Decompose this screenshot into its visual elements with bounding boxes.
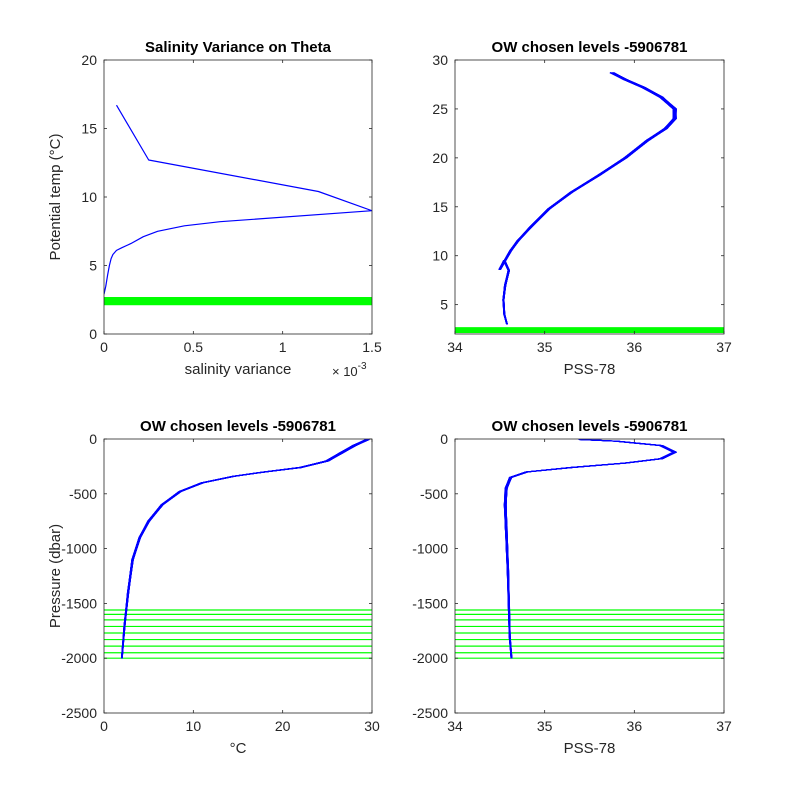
y-tick-label: -500 <box>69 486 97 502</box>
panel-temperature-pressure: 0 10 20 30 -2500 -2000 -1500 -1000 -500 0 OW chos… <box>47 418 380 757</box>
x-tick-label: 1.5 <box>362 339 382 355</box>
axes-box <box>454 438 725 714</box>
panel-title: OW chosen levels -5906781 <box>492 39 688 56</box>
y-tick-label: 5 <box>89 258 97 274</box>
y-tick-label: 0 <box>89 326 97 342</box>
profile-line <box>121 439 369 659</box>
x-tick-label: 34 <box>447 718 463 734</box>
y-tick-label: -2000 <box>61 650 97 666</box>
exponent-base: × 10 <box>332 364 358 379</box>
y-tick-label: 0 <box>440 431 448 447</box>
panel-title: Salinity Variance on Theta <box>145 39 332 56</box>
x-tick-label: 35 <box>537 718 553 734</box>
y-tick-label: 10 <box>81 189 97 205</box>
chosen-level-band <box>455 327 724 334</box>
axes-box <box>454 59 725 335</box>
y-tick-label: -2500 <box>412 705 448 721</box>
x-tick-label: 36 <box>627 339 643 355</box>
panel-salinity-theta: 34 35 36 37 5 10 15 20 25 30 OW chosen levels -59… <box>432 39 732 378</box>
x-tick-label: 1 <box>279 339 287 355</box>
x-tick-label: 37 <box>716 718 732 734</box>
profile-line <box>498 72 677 325</box>
x-tick-label: 34 <box>447 339 463 355</box>
x-axis-label: PSS-78 <box>564 740 616 757</box>
y-tick-label: 5 <box>440 297 448 313</box>
x-tick-label: 0 <box>100 718 108 734</box>
y-tick-label: 20 <box>432 150 448 166</box>
y-axis-label: Potential temp (°C) <box>47 134 64 261</box>
y-tick-label: 25 <box>432 101 448 117</box>
profile-line <box>104 104 372 295</box>
x-axis-exponent: × 10-3 <box>332 361 367 379</box>
profile-line <box>505 439 677 659</box>
x-tick-label: 20 <box>275 718 291 734</box>
panel-salinity-pressure: 34 35 36 37 -2500 -2000 -1500 -1000 -500 0 OW cho… <box>412 418 732 757</box>
y-tick-label: 30 <box>432 52 448 68</box>
plot-content <box>104 104 372 306</box>
y-tick-label: 10 <box>432 248 448 264</box>
x-tick-label: 10 <box>186 718 202 734</box>
y-tick-label: 15 <box>81 121 97 137</box>
x-tick-label: 36 <box>627 718 643 734</box>
x-axis-label: PSS-78 <box>564 361 616 378</box>
chosen-level-band <box>104 297 372 306</box>
x-tick-label: 0 <box>100 339 108 355</box>
x-tick-label: 0.5 <box>184 339 204 355</box>
y-tick-label: -2500 <box>61 705 97 721</box>
panel-salinity-variance: 0 0.5 1 1.5 0 5 10 15 20 Salinity Variance on Th… <box>47 39 382 379</box>
y-tick-label: -500 <box>420 486 448 502</box>
plot-content <box>104 439 372 659</box>
x-axis-label: salinity variance <box>185 361 292 378</box>
axes-box <box>103 438 373 714</box>
panel-title: OW chosen levels -5906781 <box>492 418 688 435</box>
x-axis-label: °C <box>230 740 247 757</box>
profile-line <box>500 72 675 325</box>
x-tick-label: 37 <box>716 339 732 355</box>
y-axis-label: Pressure (dbar) <box>47 524 64 628</box>
y-tick-label: 15 <box>432 199 448 215</box>
plot-content <box>455 439 724 659</box>
plot-content <box>455 72 724 334</box>
y-tick-label: 0 <box>89 431 97 447</box>
x-tick-label: 30 <box>364 718 380 734</box>
y-tick-label: -1000 <box>412 541 448 557</box>
exponent-power: -3 <box>358 361 367 372</box>
y-tick-label: -1500 <box>61 595 97 611</box>
y-tick-label: 20 <box>81 52 97 68</box>
y-tick-label: -1500 <box>412 595 448 611</box>
y-tick-label: -2000 <box>412 650 448 666</box>
y-tick-label: -1000 <box>61 541 97 557</box>
x-tick-label: 35 <box>537 339 553 355</box>
panel-title: OW chosen levels -5906781 <box>140 418 336 435</box>
